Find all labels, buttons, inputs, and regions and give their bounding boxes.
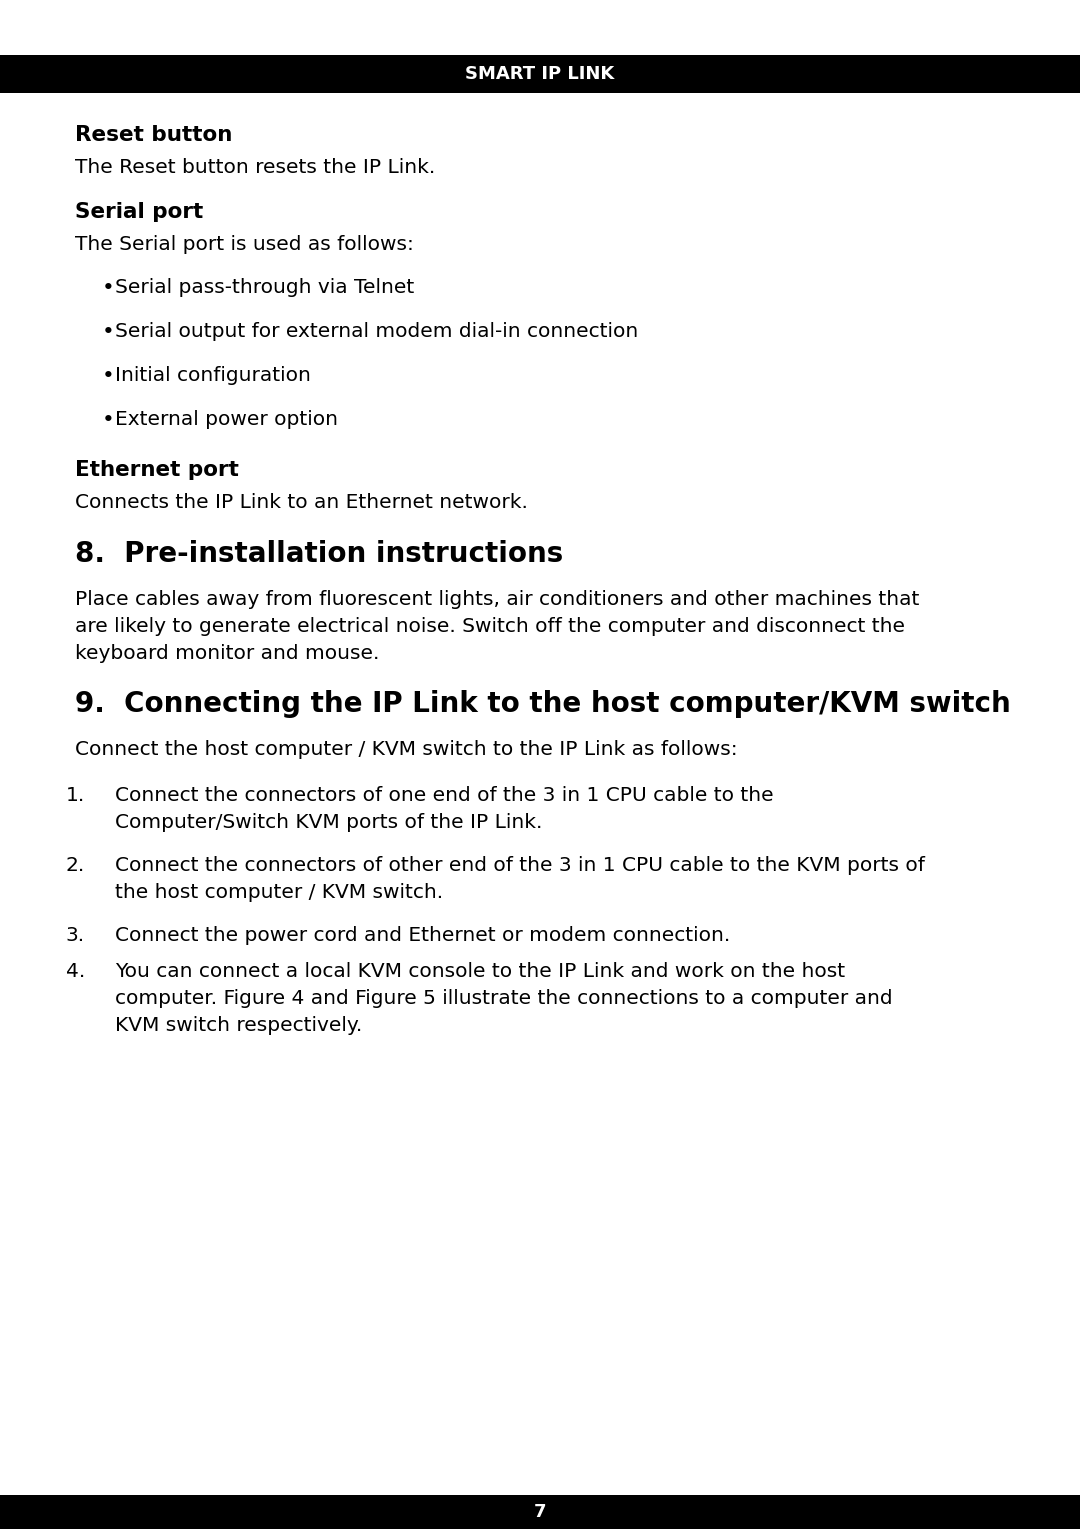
Text: •: • (102, 278, 114, 298)
Text: 7: 7 (534, 1503, 546, 1521)
Text: Reset button: Reset button (75, 125, 232, 145)
Text: •: • (102, 323, 114, 342)
Text: Connect the connectors of one end of the 3 in 1 CPU cable to the: Connect the connectors of one end of the… (114, 786, 773, 804)
Bar (0, 1495, 1080, 1529)
Text: Serial port: Serial port (75, 202, 203, 222)
Text: Serial output for external modem dial-in connection: Serial output for external modem dial-in… (114, 323, 638, 341)
Text: computer. Figure 4 and Figure 5 illustrate the connections to a computer and: computer. Figure 4 and Figure 5 illustra… (114, 989, 893, 1008)
Text: the host computer / KVM switch.: the host computer / KVM switch. (114, 884, 443, 902)
Text: The Serial port is used as follows:: The Serial port is used as follows: (75, 235, 414, 254)
Text: are likely to generate electrical noise. Switch off the computer and disconnect : are likely to generate electrical noise.… (75, 618, 905, 636)
Text: 2.: 2. (66, 856, 85, 875)
Text: KVM switch respectively.: KVM switch respectively. (114, 1015, 362, 1035)
Text: 1.: 1. (66, 786, 85, 804)
Text: Connect the power cord and Ethernet or modem connection.: Connect the power cord and Ethernet or m… (114, 927, 730, 945)
Text: Place cables away from fluorescent lights, air conditioners and other machines t: Place cables away from fluorescent light… (75, 590, 919, 609)
Text: The Reset button resets the IP Link.: The Reset button resets the IP Link. (75, 157, 435, 177)
Text: Connects the IP Link to an Ethernet network.: Connects the IP Link to an Ethernet netw… (75, 492, 528, 512)
Bar (0, 55, 1080, 93)
Text: 8.  Pre-installation instructions: 8. Pre-installation instructions (75, 540, 564, 567)
Text: 9.  Connecting the IP Link to the host computer/KVM switch: 9. Connecting the IP Link to the host co… (75, 690, 1011, 719)
Text: •: • (102, 365, 114, 385)
Text: Serial pass-through via Telnet: Serial pass-through via Telnet (114, 278, 415, 297)
Text: Ethernet port: Ethernet port (75, 460, 239, 480)
Text: 3.: 3. (66, 927, 85, 945)
Text: Connect the host computer / KVM switch to the IP Link as follows:: Connect the host computer / KVM switch t… (75, 740, 738, 758)
Text: 4.: 4. (66, 962, 85, 982)
Text: Initial configuration: Initial configuration (114, 365, 311, 385)
Text: External power option: External power option (114, 410, 338, 430)
Text: SMART IP LINK: SMART IP LINK (465, 66, 615, 83)
Text: You can connect a local KVM console to the IP Link and work on the host: You can connect a local KVM console to t… (114, 962, 846, 982)
Text: Computer/Switch KVM ports of the IP Link.: Computer/Switch KVM ports of the IP Link… (114, 813, 542, 832)
Text: Connect the connectors of other end of the 3 in 1 CPU cable to the KVM ports of: Connect the connectors of other end of t… (114, 856, 924, 875)
Text: •: • (102, 410, 114, 430)
Text: keyboard monitor and mouse.: keyboard monitor and mouse. (75, 644, 379, 664)
